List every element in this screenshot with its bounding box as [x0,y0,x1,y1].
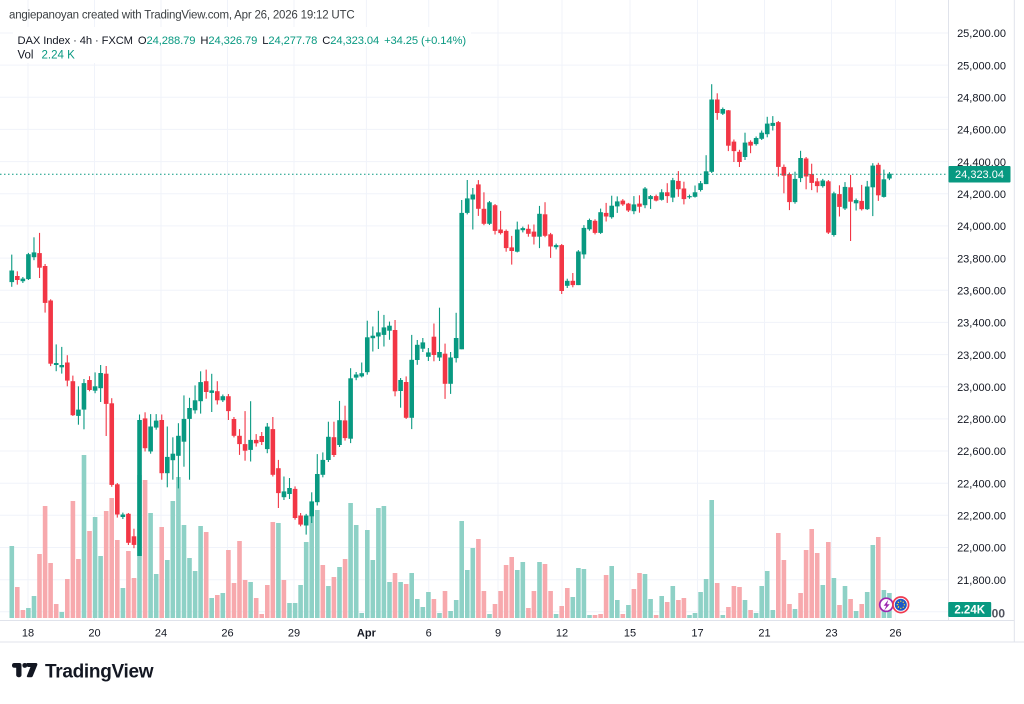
svg-text:24,200.00: 24,200.00 [957,189,1006,201]
svg-text:21: 21 [758,628,770,640]
svg-text:26: 26 [889,628,901,640]
svg-text:24,800.00: 24,800.00 [957,93,1006,105]
svg-text:23,200.00: 23,200.00 [957,350,1006,362]
svg-text:15: 15 [624,628,636,640]
svg-text:9: 9 [495,628,501,640]
svg-text:24,600.00: 24,600.00 [957,125,1006,137]
svg-text:21,800.00: 21,800.00 [957,575,1006,587]
svg-text:18: 18 [22,628,34,640]
svg-text:2.24K: 2.24K [954,605,985,617]
svg-text:22,400.00: 22,400.00 [957,478,1006,490]
svg-text:24,400.00: 24,400.00 [957,157,1006,169]
svg-text:26: 26 [221,628,233,640]
svg-text:24,323.04: 24,323.04 [955,169,1004,181]
svg-text:22,200.00: 22,200.00 [957,511,1006,523]
svg-text:25,200.00: 25,200.00 [957,28,1006,40]
svg-text:Apr: Apr [357,628,377,640]
svg-text:17: 17 [691,628,703,640]
svg-text:22,800.00: 22,800.00 [957,414,1006,426]
svg-text:20: 20 [88,628,100,640]
svg-text:6: 6 [426,628,432,640]
svg-text:23,400.00: 23,400.00 [957,318,1006,330]
svg-text:23,600.00: 23,600.00 [957,286,1006,298]
svg-text:23: 23 [825,628,837,640]
svg-text:25,000.00: 25,000.00 [957,60,1006,72]
svg-text:23,000.00: 23,000.00 [957,382,1006,394]
svg-text:22,000.00: 22,000.00 [957,543,1006,555]
svg-text:2.24 K: 2.24 K [42,50,76,62]
svg-text:24,000.00: 24,000.00 [957,221,1006,233]
svg-text:Vol: Vol [18,50,34,62]
svg-text:29: 29 [288,628,300,640]
svg-text:23,800.00: 23,800.00 [957,253,1006,265]
svg-text:00: 00 [992,607,1006,621]
svg-text:12: 12 [556,628,568,640]
svg-text:TradingView: TradingView [45,662,154,683]
svg-text:22,600.00: 22,600.00 [957,446,1006,458]
svg-text:24: 24 [155,628,167,640]
svg-text:angiepanoyan created with Trad: angiepanoyan created with TradingView.co… [9,10,354,22]
